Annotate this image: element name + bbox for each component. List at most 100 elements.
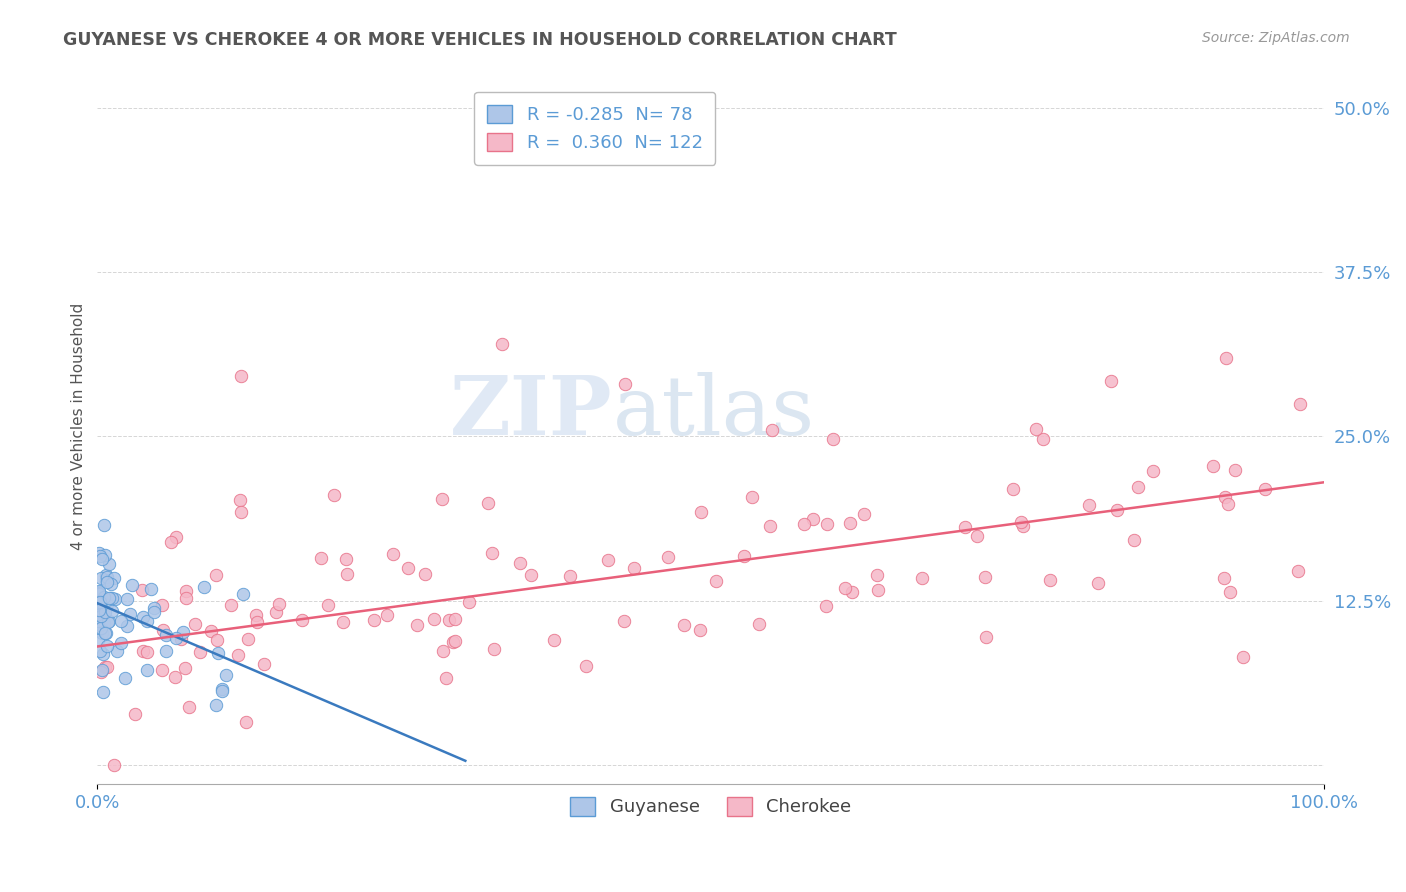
Point xyxy=(1087,576,1109,591)
Point xyxy=(1039,573,1062,587)
Y-axis label: 4 or more Vehicles in Household: 4 or more Vehicles in Household xyxy=(72,303,86,550)
Point xyxy=(89,583,111,598)
Point xyxy=(1012,518,1035,533)
Point xyxy=(114,671,136,685)
Point xyxy=(741,490,763,504)
Point xyxy=(200,624,222,638)
Point xyxy=(1025,422,1047,436)
Point xyxy=(94,659,117,673)
Point xyxy=(211,682,233,697)
Point xyxy=(96,639,118,653)
Point xyxy=(1223,463,1246,477)
Point xyxy=(91,625,114,640)
Point xyxy=(316,598,339,612)
Point xyxy=(1286,564,1309,578)
Point xyxy=(87,603,110,617)
Point xyxy=(1142,464,1164,478)
Point xyxy=(973,570,995,584)
Point xyxy=(481,546,503,560)
Point xyxy=(458,595,481,609)
Point xyxy=(150,663,173,677)
Point xyxy=(174,661,197,675)
Point xyxy=(174,591,197,605)
Point xyxy=(188,645,211,659)
Point xyxy=(89,595,111,609)
Point xyxy=(87,614,110,628)
Text: atlas: atlas xyxy=(613,372,814,452)
Point xyxy=(89,586,111,600)
Point xyxy=(733,549,755,563)
Point xyxy=(90,591,112,606)
Point xyxy=(121,578,143,592)
Point xyxy=(97,614,120,628)
Point xyxy=(484,641,506,656)
Point xyxy=(87,607,110,621)
Point xyxy=(89,585,111,599)
Point xyxy=(91,647,114,661)
Point xyxy=(98,557,121,571)
Point xyxy=(90,664,112,678)
Point xyxy=(613,376,636,391)
Point xyxy=(136,614,159,628)
Point xyxy=(1077,498,1099,512)
Point xyxy=(204,567,226,582)
Point xyxy=(207,646,229,660)
Point xyxy=(155,628,177,642)
Point xyxy=(91,684,114,698)
Point xyxy=(101,591,124,605)
Point xyxy=(110,614,132,628)
Point xyxy=(89,618,111,632)
Point xyxy=(142,601,165,615)
Point xyxy=(132,644,155,658)
Point xyxy=(560,569,582,583)
Point xyxy=(613,614,636,628)
Point xyxy=(335,566,357,581)
Point xyxy=(204,698,226,712)
Point xyxy=(89,547,111,561)
Point xyxy=(232,587,254,601)
Point xyxy=(1254,482,1277,496)
Point xyxy=(267,597,290,611)
Point xyxy=(104,591,127,606)
Point xyxy=(1215,351,1237,365)
Point xyxy=(509,556,531,570)
Point xyxy=(91,552,114,566)
Point xyxy=(759,519,782,533)
Point xyxy=(761,423,783,437)
Point xyxy=(405,618,427,632)
Point xyxy=(96,659,118,673)
Point xyxy=(93,616,115,631)
Point xyxy=(623,560,645,574)
Point xyxy=(184,617,207,632)
Point xyxy=(839,516,862,530)
Point xyxy=(135,645,157,659)
Point xyxy=(110,636,132,650)
Point xyxy=(90,609,112,624)
Point xyxy=(229,493,252,508)
Point xyxy=(100,577,122,591)
Point xyxy=(841,585,863,599)
Point xyxy=(1105,503,1128,517)
Point xyxy=(236,632,259,646)
Point xyxy=(704,574,727,589)
Point xyxy=(598,553,620,567)
Point xyxy=(141,582,163,596)
Point xyxy=(1032,432,1054,446)
Point xyxy=(103,571,125,585)
Point xyxy=(124,706,146,721)
Point xyxy=(87,596,110,610)
Point xyxy=(1213,490,1236,504)
Point xyxy=(793,517,815,532)
Point xyxy=(332,615,354,630)
Point xyxy=(748,616,770,631)
Point xyxy=(98,591,121,606)
Point xyxy=(163,670,186,684)
Point xyxy=(177,700,200,714)
Point xyxy=(335,551,357,566)
Text: GUYANESE VS CHEROKEE 4 OR MORE VEHICLES IN HOUSEHOLD CORRELATION CHART: GUYANESE VS CHEROKEE 4 OR MORE VEHICLES … xyxy=(63,31,897,49)
Point xyxy=(142,605,165,619)
Point xyxy=(90,621,112,635)
Point xyxy=(96,626,118,640)
Point xyxy=(866,567,889,582)
Point xyxy=(229,505,252,519)
